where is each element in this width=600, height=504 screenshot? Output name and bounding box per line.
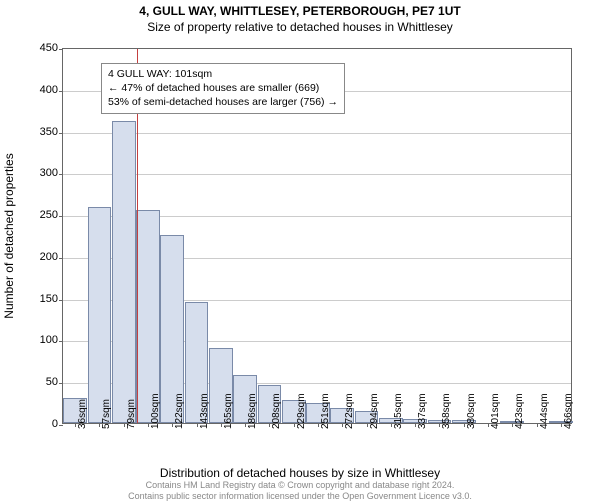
x-tickmark [415,423,416,427]
x-tick-label: 337sqm [417,393,428,429]
x-tickmark [148,423,149,427]
x-tick-label: 251sqm [320,393,331,429]
x-tick-label: 208sqm [271,393,282,429]
annotation-line: 53% of semi-detached houses are larger (… [108,95,338,109]
x-tick-label: 315sqm [393,393,404,429]
y-axis-label: Number of detached properties [2,153,16,318]
x-tickmark [537,423,538,427]
x-tick-label: 294sqm [369,393,380,429]
y-tick-label: 100 [22,334,58,346]
y-tickmark [59,49,63,50]
chart-plot-area: 4 GULL WAY: 101sqm← 47% of detached hous… [62,48,572,424]
chart-footer: Contains HM Land Registry data © Crown c… [0,480,600,502]
x-tick-label: 272sqm [344,393,355,429]
y-tickmark [59,383,63,384]
x-tick-label: 79sqm [126,399,137,429]
y-tickmark [59,341,63,342]
x-tickmark [318,423,319,427]
x-tickmark [124,423,125,427]
x-tick-label: 358sqm [441,393,452,429]
x-tick-label: 57sqm [101,399,112,429]
annotation-line: ← 47% of detached houses are smaller (66… [108,81,338,95]
x-tickmark [221,423,222,427]
x-axis-label: Distribution of detached houses by size … [0,466,600,480]
x-tick-label: 423sqm [514,393,525,429]
y-tickmark [59,91,63,92]
gridline [63,174,571,175]
x-tickmark [488,423,489,427]
annotation-box: 4 GULL WAY: 101sqm← 47% of detached hous… [101,63,345,114]
y-tick-label: 150 [22,293,58,305]
x-tickmark [367,423,368,427]
y-tickmark [59,133,63,134]
x-tickmark [294,423,295,427]
x-tick-label: 229sqm [296,393,307,429]
x-tick-label: 401sqm [490,393,501,429]
histogram-bar [136,210,160,423]
x-tick-label: 165sqm [223,393,234,429]
y-tick-label: 400 [22,84,58,96]
x-tickmark [464,423,465,427]
x-tickmark [75,423,76,427]
footer-line-2: Contains public sector information licen… [0,491,600,502]
chart-title-main: 4, GULL WAY, WHITTLESEY, PETERBOROUGH, P… [0,4,600,18]
x-tick-label: 100sqm [150,393,161,429]
y-tickmark [59,258,63,259]
chart-title-sub: Size of property relative to detached ho… [0,20,600,34]
histogram-bar [112,121,136,423]
y-tick-label: 250 [22,209,58,221]
x-tick-label: 444sqm [539,393,550,429]
y-tick-label: 200 [22,251,58,263]
x-tick-label: 186sqm [247,393,258,429]
gridline [63,133,571,134]
x-tickmark [245,423,246,427]
x-tick-label: 143sqm [199,393,210,429]
x-tick-label: 36sqm [77,399,88,429]
annotation-line: 4 GULL WAY: 101sqm [108,67,338,81]
y-tick-label: 0 [22,418,58,430]
footer-line-1: Contains HM Land Registry data © Crown c… [0,480,600,491]
y-tickmark [59,174,63,175]
y-tick-label: 300 [22,167,58,179]
x-tickmark [197,423,198,427]
x-tickmark [561,423,562,427]
x-tick-label: 380sqm [466,393,477,429]
y-tickmark [59,425,63,426]
x-tick-label: 122sqm [174,393,185,429]
x-tick-label: 466sqm [563,393,574,429]
x-tickmark [391,423,392,427]
y-tick-label: 50 [22,376,58,388]
y-tick-label: 450 [22,42,58,54]
y-tick-label: 350 [22,126,58,138]
y-tickmark [59,216,63,217]
y-tickmark [59,300,63,301]
histogram-bar [88,207,112,423]
